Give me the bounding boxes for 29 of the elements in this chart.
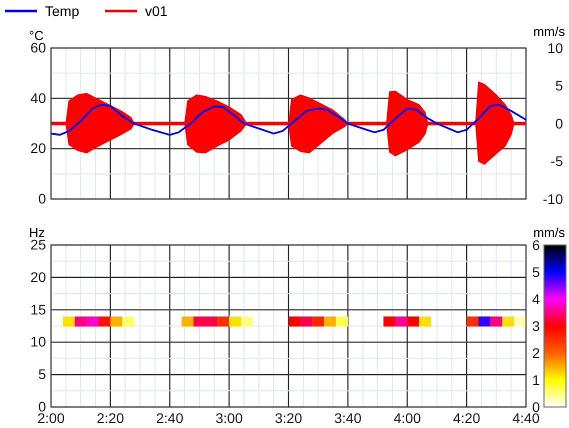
y2-axis-title: mm/s	[533, 24, 566, 39]
y-tick-label: 5	[38, 366, 46, 382]
legend-label: v01	[145, 2, 168, 19]
x-tick-label: 3:00	[216, 410, 243, 426]
y-tick-label: 0	[38, 398, 46, 414]
y2-tick-label: -5	[550, 153, 564, 170]
y2-tick-label: -10	[542, 190, 564, 207]
line-series	[50, 104, 527, 136]
color-bar-label: 3	[532, 318, 540, 334]
y2-tick-label: 0	[555, 115, 564, 132]
y-tick-label: 10	[30, 334, 46, 350]
x-tick-label: 4:00	[394, 410, 422, 426]
x-tick-label: 4:20	[452, 410, 480, 426]
color-bar-label: 2	[532, 344, 540, 361]
y2-tick-label: 5	[555, 78, 564, 94]
y-tick-label: 20	[30, 140, 46, 156]
x-tick-label: 3:20	[274, 410, 302, 426]
x-tick-label: 3:40	[334, 410, 362, 426]
x-tick-label: 2:20	[96, 410, 124, 426]
color-bar-label: 1	[532, 372, 540, 388]
y-tick-label: 40	[30, 90, 46, 106]
color-bar-label: 5	[532, 264, 540, 280]
color-bar-label: 4	[532, 290, 540, 307]
y-tick-label: 20	[30, 268, 46, 285]
legend-label: Temp	[45, 2, 80, 19]
x-tick-label: 2:40	[156, 410, 184, 426]
y-tick-label: 15	[30, 301, 46, 318]
y2-tick-label: 10	[547, 40, 564, 56]
y-tick-label: 0	[38, 190, 46, 206]
